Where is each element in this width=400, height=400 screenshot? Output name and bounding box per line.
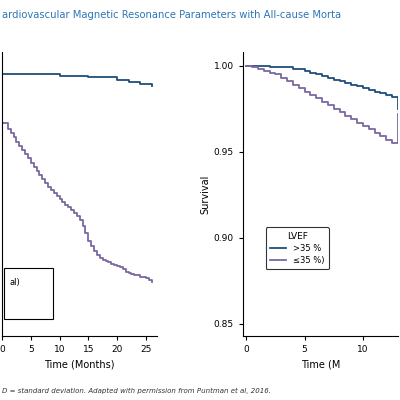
X-axis label: Time (Months): Time (Months) — [44, 360, 115, 370]
X-axis label: Time (M: Time (M — [301, 360, 340, 370]
FancyBboxPatch shape — [4, 268, 53, 319]
Y-axis label: Survival: Survival — [201, 174, 211, 214]
Text: al): al) — [10, 278, 20, 286]
Text: D = standard deviation. Adapted with permission from Puntman et al, 2016.: D = standard deviation. Adapted with per… — [2, 388, 271, 394]
Legend: >35 %, ≤35 %): >35 %, ≤35 %) — [266, 227, 329, 269]
Text: ardiovascular Magnetic Resonance Parameters with All-cause Morta: ardiovascular Magnetic Resonance Paramet… — [2, 10, 341, 20]
